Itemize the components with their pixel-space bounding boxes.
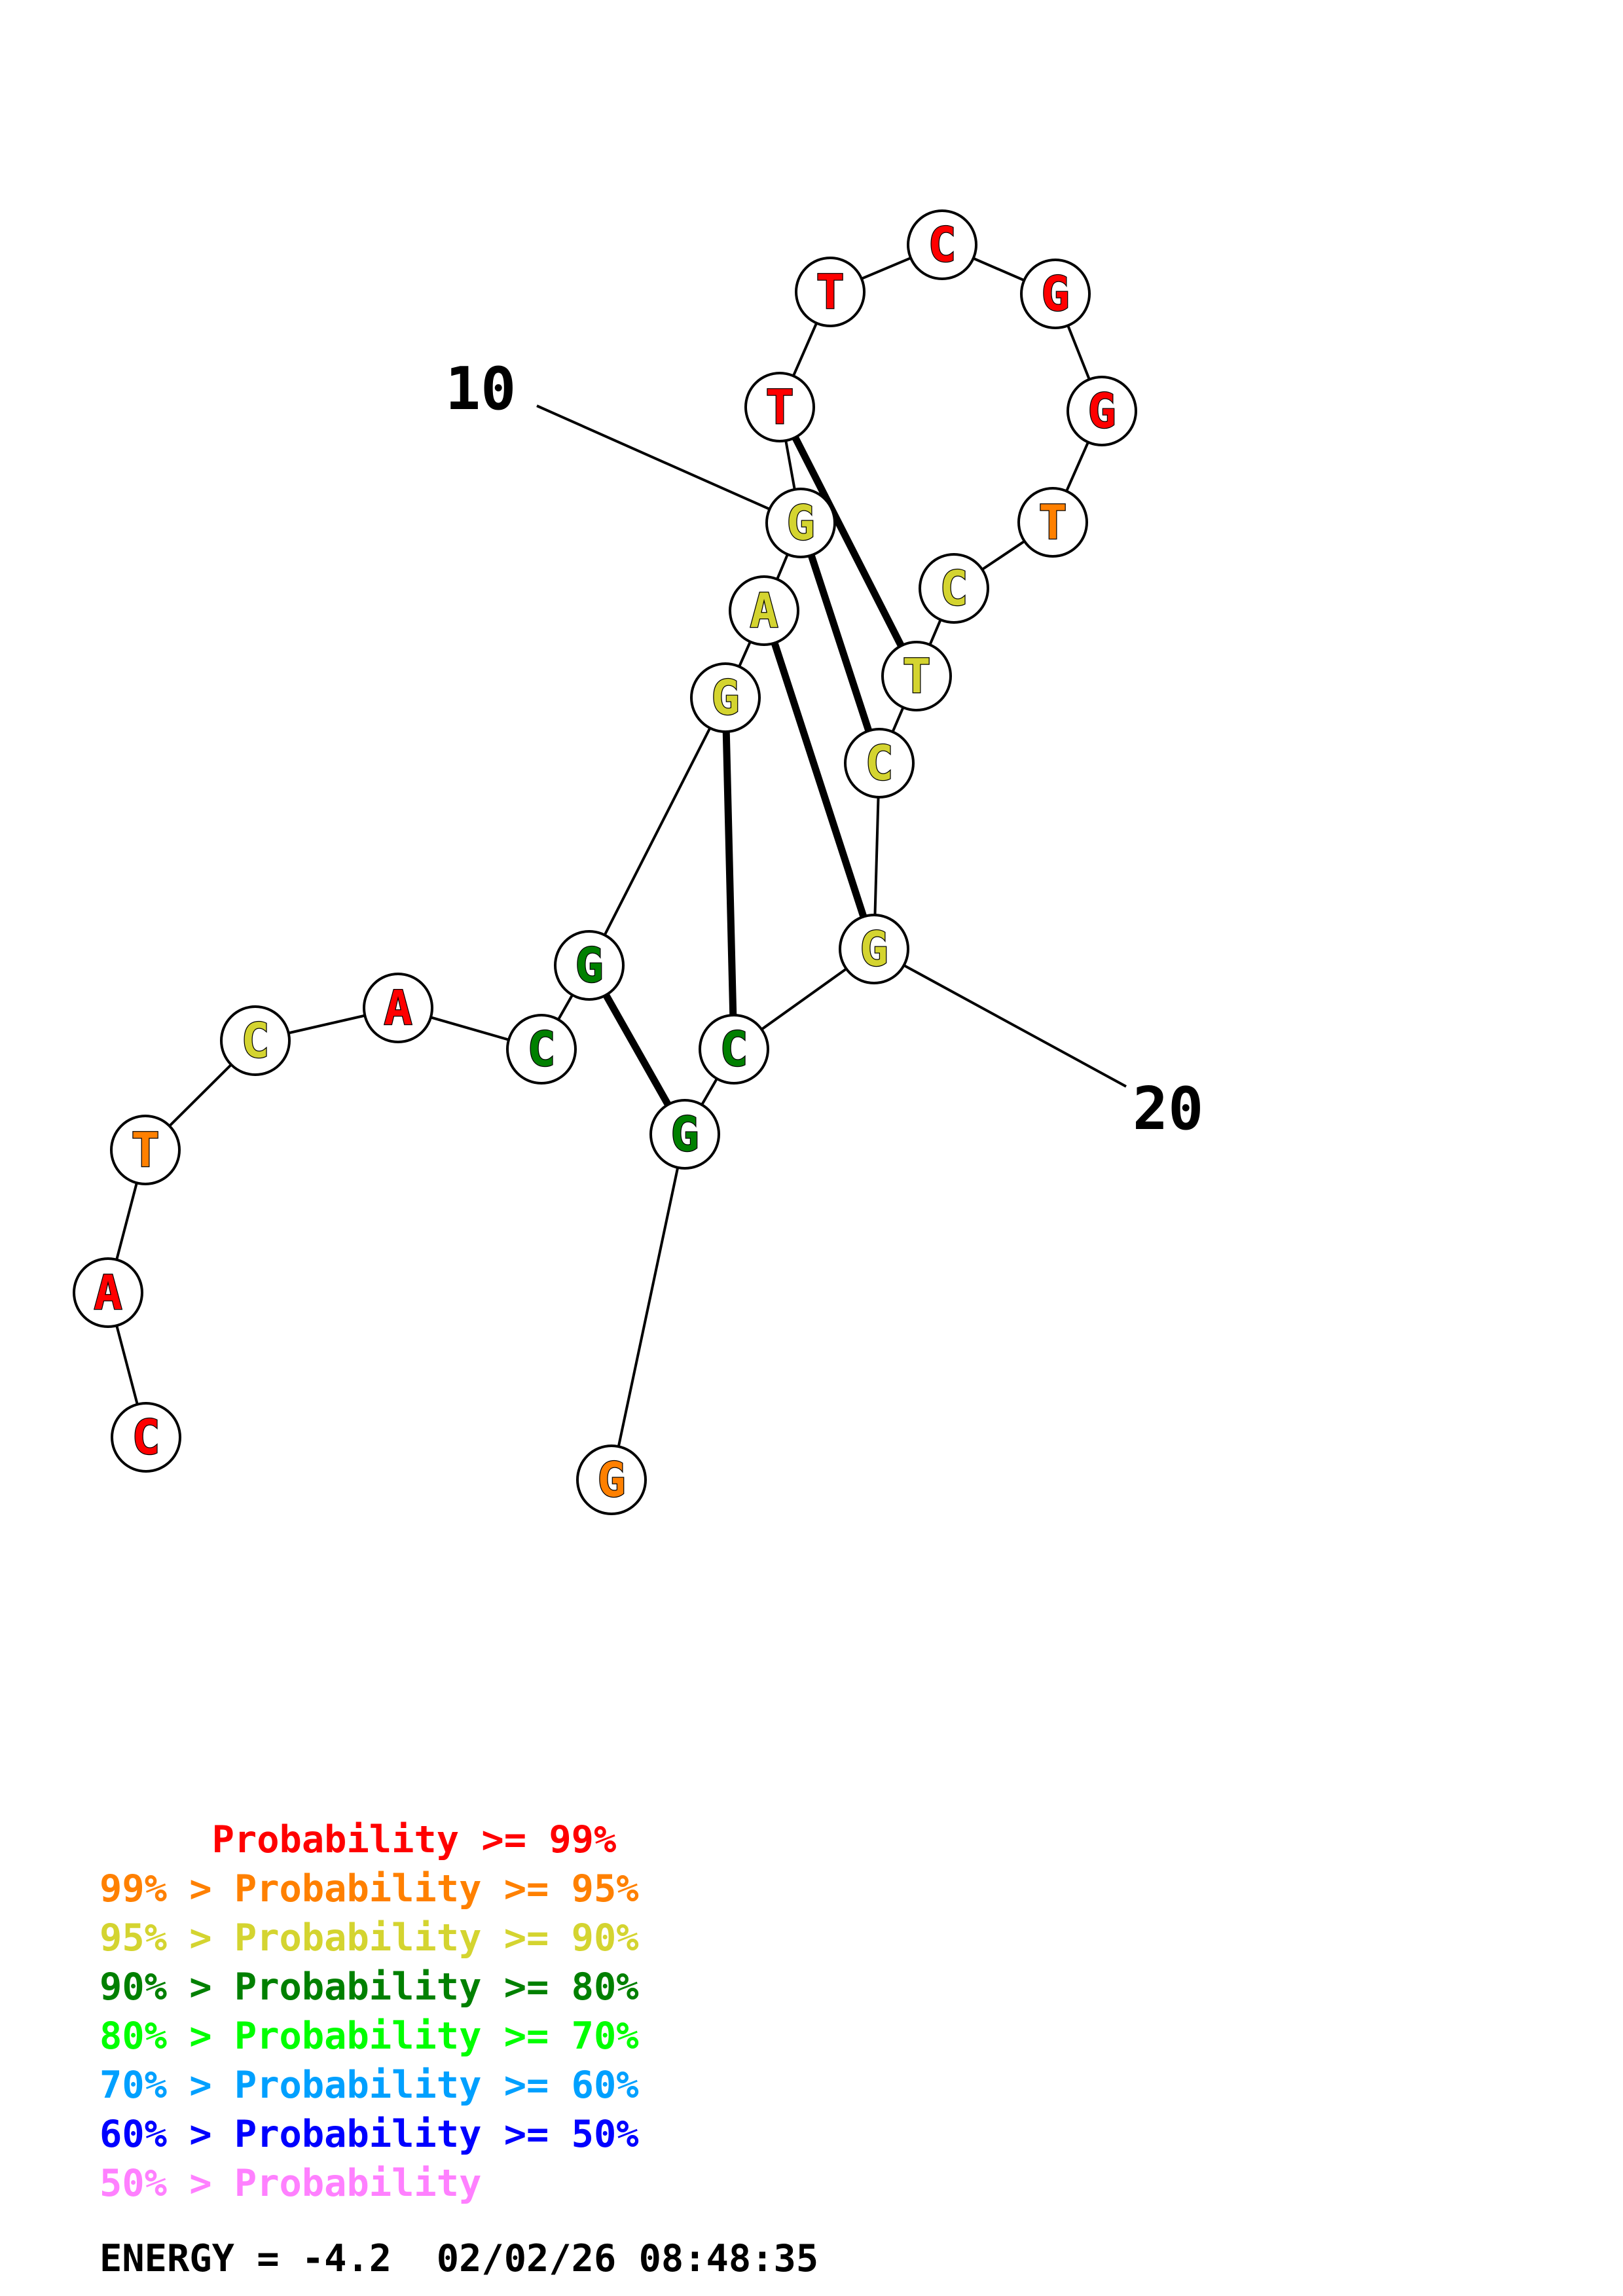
legend-entry: 60% > Probability >= 50% [100, 2113, 639, 2156]
nucleotide-circle [649, 1099, 720, 1170]
nucleotide-circle [795, 257, 866, 327]
nucleotide-base: A [94, 1265, 122, 1320]
nucleotide-circle [73, 1257, 143, 1328]
nucleotide-base: C [527, 1022, 555, 1077]
nucleotide-circle [506, 1014, 577, 1085]
nucleotide-base: G [860, 922, 888, 977]
nucleotide-base: C [865, 736, 893, 791]
nucleotide: C [506, 1014, 577, 1085]
nucleotide-circle [881, 641, 952, 711]
nucleotide-base: T [765, 380, 793, 435]
nucleotide: T [1017, 487, 1088, 558]
nucleotide: C [699, 1014, 769, 1085]
nucleotide: C [111, 1402, 181, 1473]
nucleotide-base: A [384, 980, 412, 1035]
base-pair-bond [721, 697, 738, 1050]
nucleotide-base: C [132, 1410, 160, 1465]
nucleotide-circle [744, 372, 815, 442]
nucleotide: T [744, 372, 815, 442]
nucleotide-circle [690, 662, 761, 733]
nucleotide-base: C [720, 1022, 748, 1077]
nucleotide-base: A [750, 583, 778, 638]
nucleotide-base: G [786, 495, 814, 550]
base-pair-bond [760, 609, 878, 950]
nucleotide: G [554, 930, 625, 1001]
nucleotide-circle [363, 973, 433, 1043]
energy-line: ENERGY = -4.2 02/02/26 08:48:35 [100, 2237, 818, 2280]
legend-entry: 90% > Probability >= 80% [100, 1965, 639, 2009]
nucleotide-circle [1017, 487, 1088, 558]
nucleotide: T [110, 1115, 181, 1185]
nucleotide: C [220, 1005, 291, 1076]
legend-entry: 50% > Probability [100, 2162, 481, 2205]
nucleotide-base: C [939, 561, 968, 616]
base-pair-bond [797, 522, 883, 764]
nucleotide-circle [111, 1402, 181, 1473]
nucleotide-base: G [575, 938, 603, 993]
nucleotide: C [844, 728, 915, 798]
nucleotide-base: G [597, 1452, 625, 1507]
nucleotide-base: C [928, 217, 956, 272]
legend-entry: 95% > Probability >= 90% [100, 1916, 639, 1960]
nucleotide-circle [576, 1444, 647, 1515]
legend-entry: 99% > Probability >= 95% [100, 1867, 639, 1910]
nucleotide: C [907, 209, 977, 280]
nucleotide-circle [1067, 376, 1137, 446]
nucleotide-base: G [1041, 266, 1069, 321]
nucleotide: G [690, 662, 761, 733]
nucleotide-base: C [241, 1013, 269, 1068]
nucleotide: C [919, 553, 989, 624]
nucleotide-base: G [1087, 384, 1116, 439]
nucleotide-circle [1020, 259, 1091, 329]
nucleotide-circle [907, 209, 977, 280]
nucleotide-base: G [670, 1107, 699, 1162]
nucleotide-circle [839, 914, 909, 984]
nucleotide-base: T [131, 1122, 159, 1177]
index-label: 10 [445, 355, 516, 423]
nucleotide: G [1020, 259, 1091, 329]
nucleotide: A [729, 575, 799, 646]
legend-entry: Probability >= 99% [100, 1818, 616, 1861]
nucleotide: T [795, 257, 866, 327]
nucleotide-circle [110, 1115, 181, 1185]
nucleotide-circle [729, 575, 799, 646]
nucleotide: A [73, 1257, 143, 1328]
nucleotide-base: G [711, 670, 739, 725]
nucleotide-base: T [816, 264, 844, 319]
legend-entry: 80% > Probability >= 70% [100, 2015, 639, 2058]
index-label-layer: 10 20 [445, 355, 1203, 1143]
nucleotide: A [363, 973, 433, 1043]
backbone-layer [107, 243, 1103, 1480]
nucleotide-base: T [902, 649, 930, 704]
nucleotide-circle [919, 553, 989, 624]
nucleotide-base: T [1038, 495, 1067, 550]
nucleotide: G [839, 914, 909, 984]
index-label: 20 [1133, 1075, 1203, 1143]
index-tick [536, 404, 801, 524]
nucleotide: G [576, 1444, 647, 1515]
legend-entry: 70% > Probability >= 60% [100, 2064, 639, 2107]
index-tick [873, 948, 1127, 1088]
nucleotide-circle [699, 1014, 769, 1085]
backbone-link [610, 1134, 686, 1480]
nucleotide: T [881, 641, 952, 711]
nucleotide: G [649, 1099, 720, 1170]
nucleotide-circle [765, 488, 836, 558]
backbone-link [588, 697, 727, 966]
nucleotide-circle [220, 1005, 291, 1076]
nucleotide-circle [844, 728, 915, 798]
nucleotide-circle [554, 930, 625, 1001]
nucleotide: G [1067, 376, 1137, 446]
nucleotide: G [765, 488, 836, 558]
base-pair-bond [776, 405, 920, 678]
probability-legend: Probability >= 99% 99% > Probability >= 9… [100, 1818, 639, 2205]
